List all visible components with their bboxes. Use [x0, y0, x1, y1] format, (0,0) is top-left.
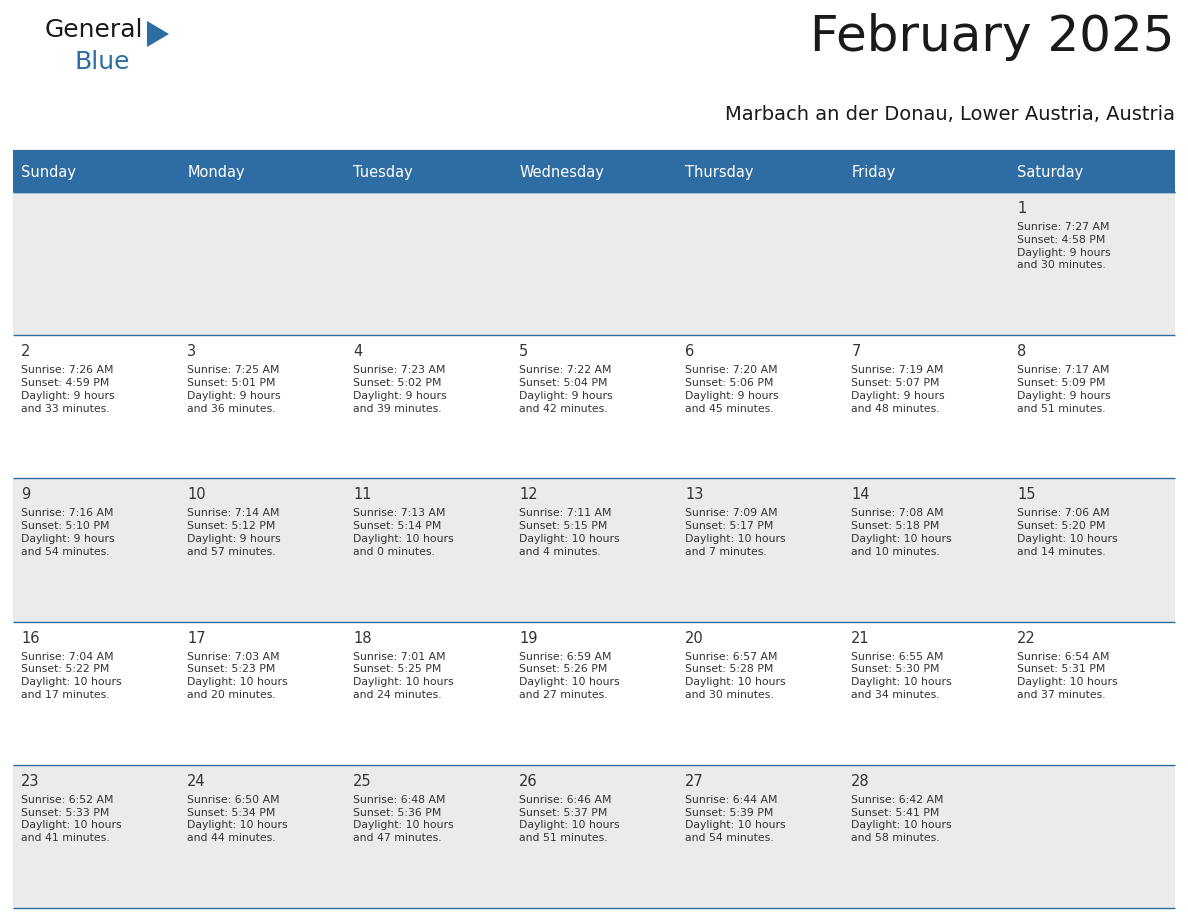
Text: Sunrise: 6:55 AM
Sunset: 5:30 PM
Daylight: 10 hours
and 34 minutes.: Sunrise: 6:55 AM Sunset: 5:30 PM Dayligh… — [852, 652, 952, 700]
Text: Sunrise: 7:03 AM
Sunset: 5:23 PM
Daylight: 10 hours
and 20 minutes.: Sunrise: 7:03 AM Sunset: 5:23 PM Dayligh… — [188, 652, 287, 700]
Text: 24: 24 — [188, 774, 206, 789]
Text: Sunrise: 7:14 AM
Sunset: 5:12 PM
Daylight: 9 hours
and 57 minutes.: Sunrise: 7:14 AM Sunset: 5:12 PM Dayligh… — [188, 509, 280, 557]
Text: 6: 6 — [685, 344, 695, 359]
Text: Sunrise: 7:08 AM
Sunset: 5:18 PM
Daylight: 10 hours
and 10 minutes.: Sunrise: 7:08 AM Sunset: 5:18 PM Dayligh… — [852, 509, 952, 557]
Text: 20: 20 — [685, 631, 704, 645]
Bar — [677, 152, 843, 192]
Text: 26: 26 — [519, 774, 538, 789]
Text: 22: 22 — [1017, 631, 1036, 645]
Text: General: General — [45, 18, 144, 42]
Text: 5: 5 — [519, 344, 529, 359]
Text: Sunrise: 7:17 AM
Sunset: 5:09 PM
Daylight: 9 hours
and 51 minutes.: Sunrise: 7:17 AM Sunset: 5:09 PM Dayligh… — [1017, 365, 1111, 414]
Bar — [345, 152, 511, 192]
Text: 18: 18 — [353, 631, 372, 645]
Text: 17: 17 — [188, 631, 206, 645]
Bar — [13, 478, 1175, 621]
Text: 10: 10 — [188, 487, 206, 502]
Text: Sunrise: 7:23 AM
Sunset: 5:02 PM
Daylight: 9 hours
and 39 minutes.: Sunrise: 7:23 AM Sunset: 5:02 PM Dayligh… — [353, 365, 447, 414]
Text: Sunrise: 6:54 AM
Sunset: 5:31 PM
Daylight: 10 hours
and 37 minutes.: Sunrise: 6:54 AM Sunset: 5:31 PM Dayligh… — [1017, 652, 1118, 700]
Bar — [13, 192, 1175, 335]
Text: Sunrise: 7:19 AM
Sunset: 5:07 PM
Daylight: 9 hours
and 48 minutes.: Sunrise: 7:19 AM Sunset: 5:07 PM Dayligh… — [852, 365, 944, 414]
Text: Wednesday: Wednesday — [519, 164, 605, 180]
Text: Sunrise: 6:59 AM
Sunset: 5:26 PM
Daylight: 10 hours
and 27 minutes.: Sunrise: 6:59 AM Sunset: 5:26 PM Dayligh… — [519, 652, 620, 700]
Bar — [843, 152, 1009, 192]
Text: 13: 13 — [685, 487, 703, 502]
Text: 9: 9 — [21, 487, 31, 502]
Text: 3: 3 — [188, 344, 196, 359]
Text: Sunrise: 6:46 AM
Sunset: 5:37 PM
Daylight: 10 hours
and 51 minutes.: Sunrise: 6:46 AM Sunset: 5:37 PM Dayligh… — [519, 795, 620, 844]
Text: Sunrise: 7:27 AM
Sunset: 4:58 PM
Daylight: 9 hours
and 30 minutes.: Sunrise: 7:27 AM Sunset: 4:58 PM Dayligh… — [1017, 222, 1111, 271]
Text: 2: 2 — [21, 344, 31, 359]
Text: Sunrise: 6:44 AM
Sunset: 5:39 PM
Daylight: 10 hours
and 54 minutes.: Sunrise: 6:44 AM Sunset: 5:39 PM Dayligh… — [685, 795, 786, 844]
Bar — [13, 765, 1175, 908]
Text: 4: 4 — [353, 344, 362, 359]
Polygon shape — [147, 21, 169, 47]
Text: Sunrise: 7:01 AM
Sunset: 5:25 PM
Daylight: 10 hours
and 24 minutes.: Sunrise: 7:01 AM Sunset: 5:25 PM Dayligh… — [353, 652, 454, 700]
Text: 19: 19 — [519, 631, 538, 645]
Text: Monday: Monday — [188, 164, 245, 180]
Text: Tuesday: Tuesday — [353, 164, 413, 180]
Text: Sunrise: 6:57 AM
Sunset: 5:28 PM
Daylight: 10 hours
and 30 minutes.: Sunrise: 6:57 AM Sunset: 5:28 PM Dayligh… — [685, 652, 786, 700]
Text: Sunrise: 6:50 AM
Sunset: 5:34 PM
Daylight: 10 hours
and 44 minutes.: Sunrise: 6:50 AM Sunset: 5:34 PM Dayligh… — [188, 795, 287, 844]
Text: Friday: Friday — [852, 164, 896, 180]
Text: Thursday: Thursday — [685, 164, 754, 180]
Text: 8: 8 — [1017, 344, 1026, 359]
Text: Sunrise: 7:13 AM
Sunset: 5:14 PM
Daylight: 10 hours
and 0 minutes.: Sunrise: 7:13 AM Sunset: 5:14 PM Dayligh… — [353, 509, 454, 557]
Text: Sunrise: 6:52 AM
Sunset: 5:33 PM
Daylight: 10 hours
and 41 minutes.: Sunrise: 6:52 AM Sunset: 5:33 PM Dayligh… — [21, 795, 122, 844]
Text: Sunrise: 7:22 AM
Sunset: 5:04 PM
Daylight: 9 hours
and 42 minutes.: Sunrise: 7:22 AM Sunset: 5:04 PM Dayligh… — [519, 365, 613, 414]
Text: 25: 25 — [353, 774, 372, 789]
Text: Sunrise: 6:42 AM
Sunset: 5:41 PM
Daylight: 10 hours
and 58 minutes.: Sunrise: 6:42 AM Sunset: 5:41 PM Dayligh… — [852, 795, 952, 844]
Text: February 2025: February 2025 — [810, 13, 1175, 61]
Text: 12: 12 — [519, 487, 538, 502]
Text: 14: 14 — [852, 487, 870, 502]
Text: Saturday: Saturday — [1017, 164, 1083, 180]
Text: Blue: Blue — [75, 50, 131, 74]
Text: Sunrise: 7:09 AM
Sunset: 5:17 PM
Daylight: 10 hours
and 7 minutes.: Sunrise: 7:09 AM Sunset: 5:17 PM Dayligh… — [685, 509, 786, 557]
Text: Marbach an der Donau, Lower Austria, Austria: Marbach an der Donau, Lower Austria, Aus… — [725, 105, 1175, 124]
Text: Sunrise: 7:16 AM
Sunset: 5:10 PM
Daylight: 9 hours
and 54 minutes.: Sunrise: 7:16 AM Sunset: 5:10 PM Dayligh… — [21, 509, 115, 557]
Text: Sunday: Sunday — [21, 164, 76, 180]
Text: 16: 16 — [21, 631, 40, 645]
Bar — [13, 335, 1175, 478]
Text: 28: 28 — [852, 774, 870, 789]
Text: Sunrise: 7:26 AM
Sunset: 4:59 PM
Daylight: 9 hours
and 33 minutes.: Sunrise: 7:26 AM Sunset: 4:59 PM Dayligh… — [21, 365, 115, 414]
Text: Sunrise: 7:25 AM
Sunset: 5:01 PM
Daylight: 9 hours
and 36 minutes.: Sunrise: 7:25 AM Sunset: 5:01 PM Dayligh… — [188, 365, 280, 414]
Bar — [179, 152, 345, 192]
Text: 23: 23 — [21, 774, 40, 789]
Text: Sunrise: 7:04 AM
Sunset: 5:22 PM
Daylight: 10 hours
and 17 minutes.: Sunrise: 7:04 AM Sunset: 5:22 PM Dayligh… — [21, 652, 122, 700]
Bar — [511, 152, 677, 192]
Text: 11: 11 — [353, 487, 372, 502]
Text: Sunrise: 7:06 AM
Sunset: 5:20 PM
Daylight: 10 hours
and 14 minutes.: Sunrise: 7:06 AM Sunset: 5:20 PM Dayligh… — [1017, 509, 1118, 557]
Text: Sunrise: 7:20 AM
Sunset: 5:06 PM
Daylight: 9 hours
and 45 minutes.: Sunrise: 7:20 AM Sunset: 5:06 PM Dayligh… — [685, 365, 779, 414]
Text: 27: 27 — [685, 774, 704, 789]
Text: 1: 1 — [1017, 201, 1026, 216]
Text: 7: 7 — [852, 344, 860, 359]
Text: 15: 15 — [1017, 487, 1036, 502]
Bar — [1009, 152, 1175, 192]
Text: 21: 21 — [852, 631, 870, 645]
Text: Sunrise: 6:48 AM
Sunset: 5:36 PM
Daylight: 10 hours
and 47 minutes.: Sunrise: 6:48 AM Sunset: 5:36 PM Dayligh… — [353, 795, 454, 844]
Bar — [13, 152, 179, 192]
Bar — [13, 621, 1175, 765]
Text: Sunrise: 7:11 AM
Sunset: 5:15 PM
Daylight: 10 hours
and 4 minutes.: Sunrise: 7:11 AM Sunset: 5:15 PM Dayligh… — [519, 509, 620, 557]
